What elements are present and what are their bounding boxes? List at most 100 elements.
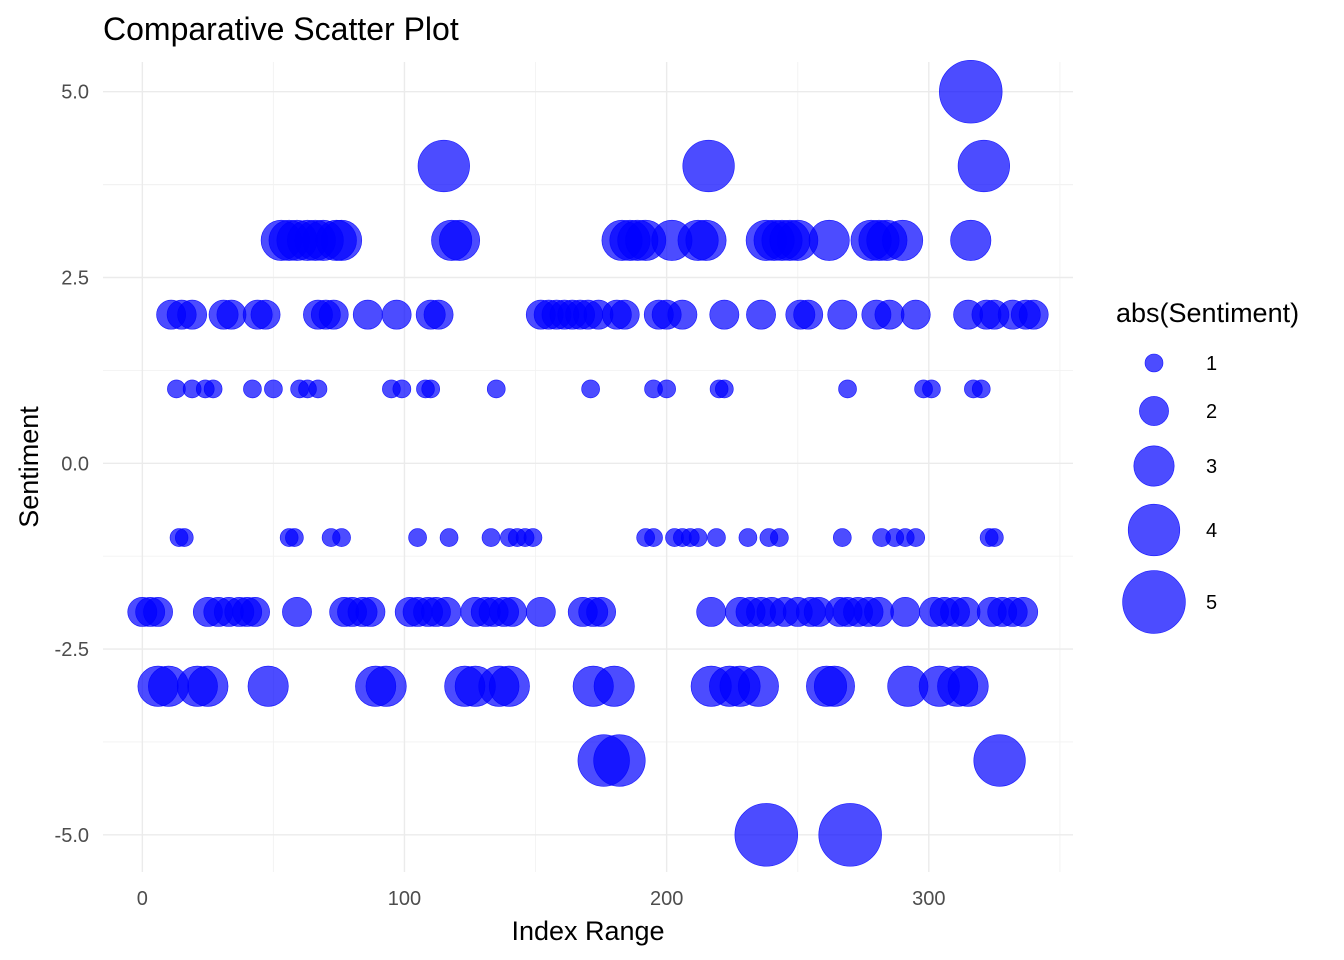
data-point	[609, 299, 640, 330]
data-point	[439, 219, 481, 261]
data-point	[381, 299, 412, 330]
data-point	[355, 597, 386, 627]
data-point	[685, 219, 727, 261]
data-point	[737, 665, 779, 707]
data-point	[282, 597, 312, 627]
data-point	[486, 379, 506, 399]
data-point	[321, 219, 363, 261]
data-point	[203, 379, 223, 399]
data-point	[308, 379, 328, 399]
data-point	[177, 299, 208, 330]
x-tick-label: 100	[388, 888, 421, 910]
data-point	[593, 734, 646, 787]
data-point	[421, 379, 441, 399]
data-point	[696, 597, 727, 627]
data-point	[939, 60, 1003, 124]
data-point	[1018, 299, 1049, 330]
data-point	[593, 665, 635, 707]
x-axis-title: Index Range	[511, 916, 664, 946]
data-point	[667, 299, 698, 330]
legend-keys: 1 2 3 4 5	[1122, 353, 1217, 634]
data-point	[922, 379, 941, 399]
data-point	[143, 597, 173, 627]
data-point	[973, 734, 1026, 787]
x-tick-label: 300	[912, 888, 945, 910]
chart-title: Comparative Scatter Plot	[103, 11, 459, 47]
data-point	[890, 597, 921, 627]
legend-key-label: 2	[1206, 401, 1217, 423]
y-axis-ticks: 5.0 2.5 0.0 -2.5 -5.0	[55, 82, 89, 847]
data-point	[709, 299, 740, 330]
data-point	[682, 139, 735, 193]
data-point	[832, 528, 852, 547]
data-point	[243, 379, 262, 399]
data-point	[481, 528, 501, 547]
legend-key-label: 3	[1206, 456, 1217, 478]
data-point	[957, 139, 1010, 193]
data-point	[365, 665, 407, 707]
data-point	[950, 219, 992, 261]
data-point	[644, 528, 663, 547]
data-point	[174, 528, 194, 547]
data-point	[838, 379, 857, 399]
data-point	[187, 665, 229, 707]
legend-key-label: 5	[1206, 592, 1217, 614]
data-point	[808, 219, 850, 261]
data-point	[746, 299, 776, 330]
data-point	[264, 379, 283, 399]
data-point	[318, 299, 349, 330]
legend-key-symbol	[1127, 503, 1181, 557]
grid-lines	[103, 62, 1073, 872]
legend-key-symbol	[1139, 396, 1169, 426]
y-tick-label: -2.5	[55, 639, 89, 661]
y-tick-label: 2.5	[61, 268, 89, 290]
data-point	[525, 597, 556, 627]
data-point	[971, 379, 991, 399]
data-point	[285, 528, 304, 547]
data-point	[707, 528, 726, 547]
data-point	[240, 597, 270, 627]
data-point	[581, 379, 600, 399]
data-point	[488, 665, 530, 707]
data-point	[1008, 597, 1039, 627]
data-point	[523, 528, 543, 547]
legend-key-symbol	[1144, 353, 1164, 373]
data-point	[332, 528, 351, 547]
data-point	[738, 528, 758, 547]
data-point	[818, 803, 882, 867]
x-tick-label: 0	[137, 888, 148, 910]
data-point	[770, 528, 789, 547]
legend: abs(Sentiment) 1 2 3 4 5	[1116, 298, 1299, 634]
legend-key-symbol	[1133, 445, 1175, 487]
y-tick-label: 0.0	[61, 453, 89, 475]
data-point	[950, 597, 981, 627]
data-point	[392, 379, 412, 399]
data-point	[793, 299, 824, 330]
y-tick-label: -5.0	[55, 825, 89, 847]
data-point	[813, 665, 855, 707]
y-tick-label: 5.0	[61, 82, 89, 104]
data-point	[216, 299, 247, 330]
data-point	[985, 528, 1004, 547]
data-point	[431, 597, 462, 627]
data-point	[900, 299, 931, 330]
data-point	[734, 803, 798, 867]
data-point	[497, 597, 527, 627]
legend-key-label: 1	[1206, 353, 1217, 375]
data-point	[874, 299, 905, 330]
data-point	[882, 219, 924, 261]
data-point	[688, 528, 708, 547]
data-point	[657, 379, 676, 399]
x-tick-label: 200	[650, 888, 683, 910]
data-point	[247, 665, 289, 707]
legend-title: abs(Sentiment)	[1116, 298, 1299, 328]
x-axis-ticks: 0 100 200 300	[137, 888, 946, 910]
data-point	[864, 597, 894, 627]
y-axis-title: Sentiment	[14, 406, 44, 528]
data-point	[417, 139, 470, 193]
data-point	[439, 528, 459, 547]
data-point	[906, 528, 926, 547]
data-point	[715, 379, 734, 399]
data-point	[250, 299, 281, 330]
data-point	[408, 528, 427, 547]
